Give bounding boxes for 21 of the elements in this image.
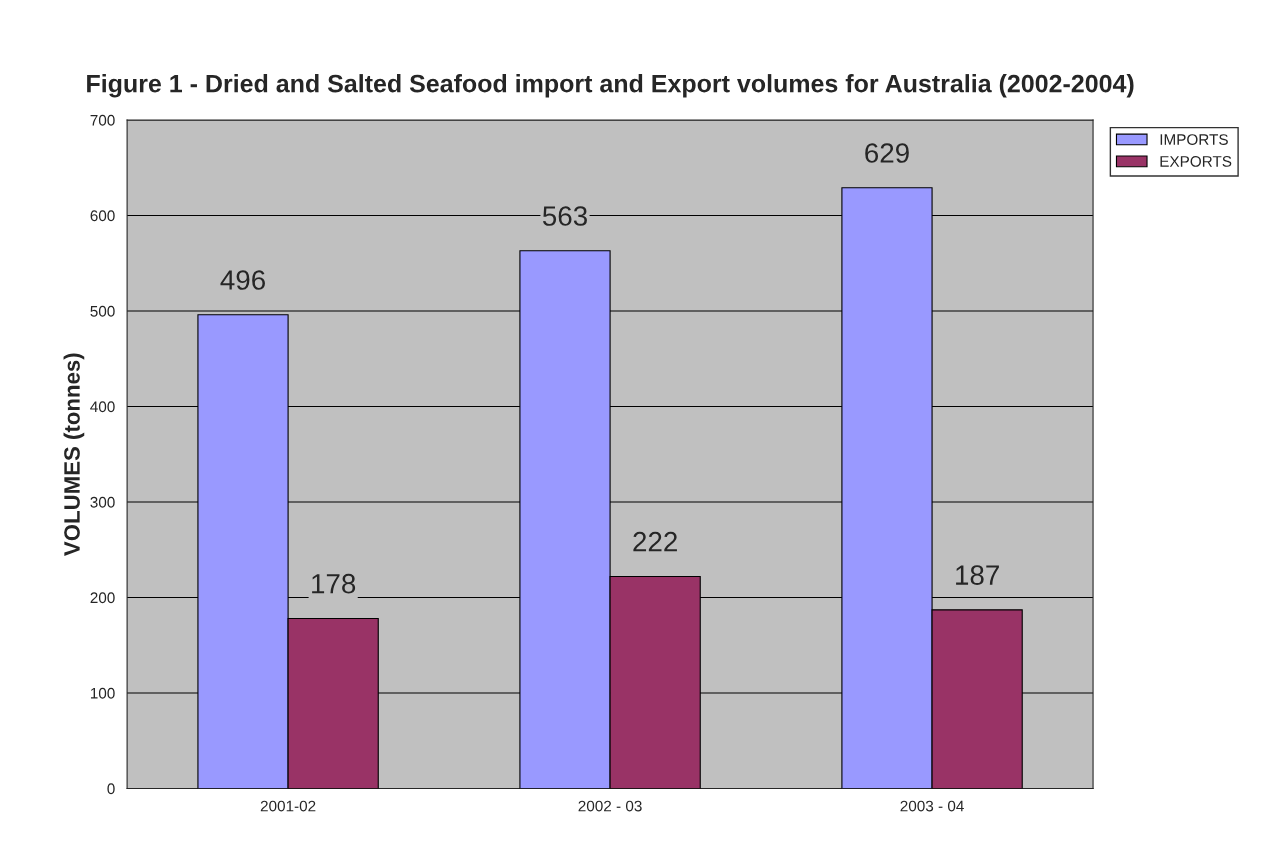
data-label: 178: [312, 573, 356, 594]
data-label: 496: [220, 270, 265, 290]
y-tick-label: 400: [90, 401, 115, 413]
y-tick-label: 300: [90, 496, 115, 508]
y-tick-label: 200: [90, 592, 115, 604]
y-axis-title: VOLUMES (tonnes): [63, 353, 85, 556]
y-tick-label: 700: [90, 114, 115, 126]
x-tick-label: 2002 - 03: [578, 800, 642, 812]
chart-title: Figure 1 - Dried and Salted Seafood import and Export volumes for Australia (2002-2004): [87, 74, 1134, 98]
data-label: 187: [956, 565, 999, 585]
legend-label: EXPORTS: [1160, 156, 1232, 167]
y-tick-label: 500: [90, 305, 115, 317]
y-tick-label: 600: [90, 210, 115, 222]
x-tick-label: 2001-02: [260, 800, 316, 812]
data-label: 222: [633, 531, 677, 552]
x-tick-label: 2003 - 04: [900, 800, 964, 812]
data-label: 629: [865, 143, 909, 163]
data-label: 563: [542, 206, 587, 226]
y-tick-label: 100: [90, 687, 115, 699]
y-tick-label: 0: [107, 783, 115, 795]
legend-label: IMPORTS: [1160, 134, 1228, 145]
